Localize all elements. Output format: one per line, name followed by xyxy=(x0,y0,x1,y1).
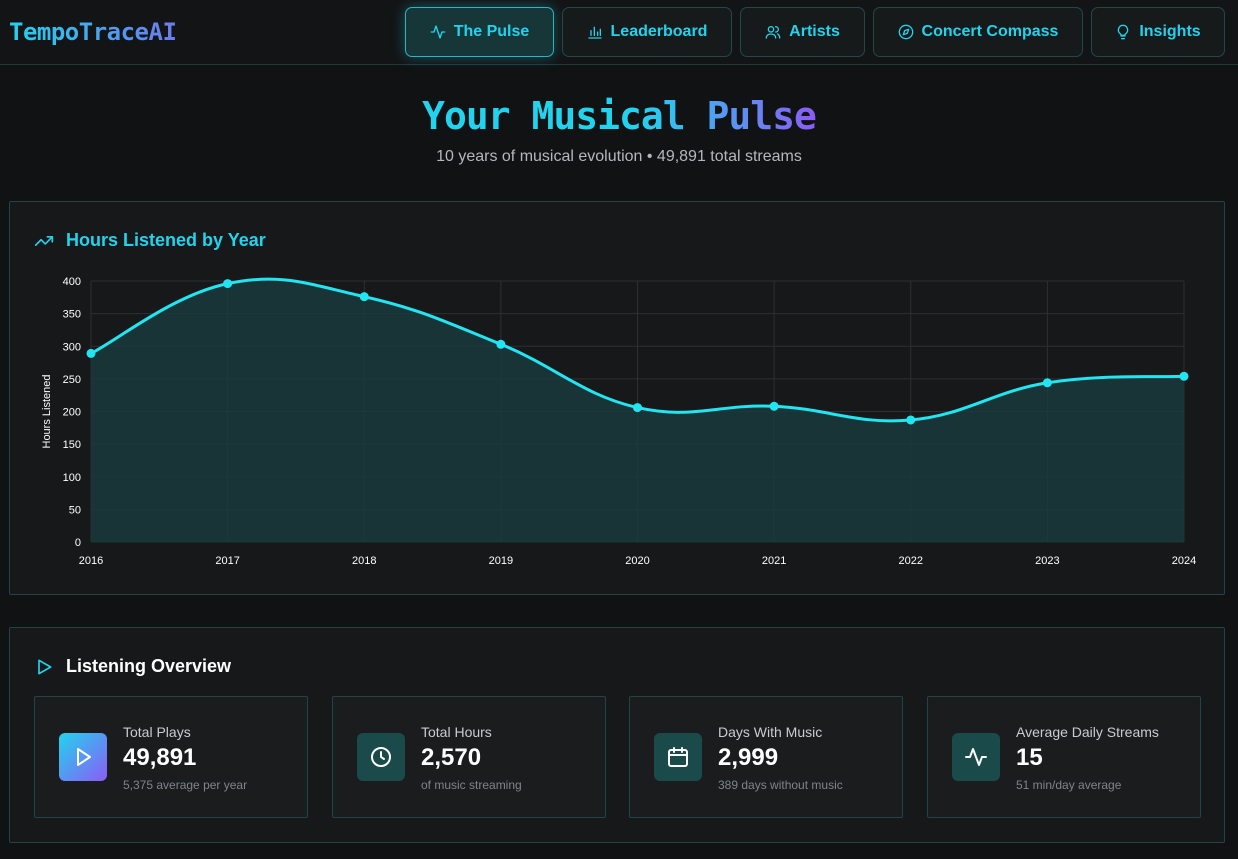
hours-line-chart: 0 50 100 150 200 250 300 350 400 2016 2017 2018 2019… xyxy=(41,276,1196,567)
stat-icon-box xyxy=(357,733,405,781)
nav-tab-label: Leaderboard xyxy=(610,23,708,40)
data-point xyxy=(906,415,916,425)
stat-value: 15 xyxy=(1016,744,1043,771)
activity-icon xyxy=(430,25,446,39)
y-tick-label: 100 xyxy=(63,472,81,484)
y-tick-label: 250 xyxy=(63,374,81,386)
stat-subtext: 389 days without music xyxy=(718,778,843,792)
play-icon xyxy=(77,748,91,766)
data-point xyxy=(769,401,779,411)
x-tick-label: 2021 xyxy=(762,555,786,567)
nav-tab-label: The Pulse xyxy=(453,23,530,40)
listening-overview-panel: Listening Overview Total Plays 49,891 5,… xyxy=(9,627,1225,843)
stat-value: 2,570 xyxy=(421,744,482,771)
nav-tab-leaderboard[interactable]: Leaderboard xyxy=(562,7,732,57)
data-point xyxy=(86,348,96,358)
stat-icon-box xyxy=(654,733,702,781)
play-outline-icon xyxy=(38,659,52,674)
page-title: Your Musical Pulse xyxy=(422,94,817,138)
data-point xyxy=(1179,371,1189,381)
page-subtitle: 10 years of musical evolution • 49,891 t… xyxy=(436,148,802,165)
hours-by-year-panel: Hours Listened by Year 0 50 100 150 200 250 30… xyxy=(9,201,1225,595)
stat-value: 49,891 xyxy=(123,744,197,771)
chart-title: Hours Listened by Year xyxy=(66,230,266,250)
x-tick-label: 2022 xyxy=(899,555,923,567)
stat-subtext: 5,375 average per year xyxy=(123,778,248,792)
x-tick-label: 2019 xyxy=(489,555,513,567)
stat-label: Average Daily Streams xyxy=(1016,724,1159,740)
chart-panel-header: Hours Listened by Year xyxy=(34,230,266,251)
lightbulb-icon xyxy=(1118,24,1129,40)
nav-tab-insights[interactable]: Insights xyxy=(1091,7,1225,57)
x-tick-label: 2018 xyxy=(352,555,376,567)
stat-label: Total Hours xyxy=(421,724,492,740)
x-tick-label: 2017 xyxy=(215,555,239,567)
stat-card-average-daily-streams: Average Daily Streams 15 51 min/day aver… xyxy=(927,696,1201,818)
stat-value: 2,999 xyxy=(718,744,779,771)
x-tick-label: 2023 xyxy=(1035,555,1059,567)
data-point xyxy=(359,292,369,302)
x-tick-label: 2024 xyxy=(1172,555,1196,567)
clock-icon xyxy=(371,747,391,767)
stat-icon-box xyxy=(59,733,107,781)
nav-tab-the-pulse[interactable]: The Pulse xyxy=(405,7,554,57)
users-icon xyxy=(765,26,781,39)
y-tick-label: 300 xyxy=(63,341,81,353)
stat-card-total-plays: Total Plays 49,891 5,375 average per yea… xyxy=(34,696,308,818)
stat-card-total-hours: Total Hours 2,570 of music streaming xyxy=(332,696,606,818)
nav-tab-label: Artists xyxy=(789,23,840,40)
x-tick-label: 2020 xyxy=(625,555,649,567)
y-tick-label: 400 xyxy=(63,276,81,288)
nav-tab-label: Insights xyxy=(1139,23,1201,40)
calendar-icon xyxy=(668,747,688,767)
stat-icon-box xyxy=(952,733,1000,781)
nav-tab-label: Concert Compass xyxy=(921,23,1059,40)
y-axis-label: Hours Listened xyxy=(41,375,53,449)
y-tick-label: 350 xyxy=(63,309,81,321)
data-point xyxy=(633,403,642,413)
stat-label: Total Plays xyxy=(123,724,191,740)
y-tick-label: 150 xyxy=(63,439,81,451)
stat-label: Days With Music xyxy=(718,724,823,740)
y-tick-label: 0 xyxy=(75,537,81,549)
trending-up-icon xyxy=(34,235,54,246)
top-header: TempoTraceAI The Pulse Leaderboard Artis… xyxy=(0,0,1238,65)
stat-subtext: 51 min/day average xyxy=(1016,778,1122,792)
compass-icon xyxy=(898,24,913,40)
app-logo[interactable]: TempoTraceAI xyxy=(9,18,177,46)
y-tick-label: 50 xyxy=(69,504,81,516)
overview-panel-header: Listening Overview xyxy=(34,656,231,677)
nav-tab-concert-compass[interactable]: Concert Compass xyxy=(873,7,1083,57)
data-point xyxy=(223,279,233,289)
stat-card-days-with-music: Days With Music 2,999 389 days without m… xyxy=(629,696,903,818)
x-tick-label: 2016 xyxy=(79,555,103,567)
overview-title: Listening Overview xyxy=(66,656,232,676)
stat-subtext: of music streaming xyxy=(421,778,522,792)
pulse-icon xyxy=(965,748,987,766)
bar-chart-icon xyxy=(587,26,602,39)
nav-tab-artists[interactable]: Artists xyxy=(740,7,865,57)
data-point xyxy=(496,339,506,349)
data-point xyxy=(1042,378,1052,388)
y-tick-label: 200 xyxy=(63,407,81,419)
